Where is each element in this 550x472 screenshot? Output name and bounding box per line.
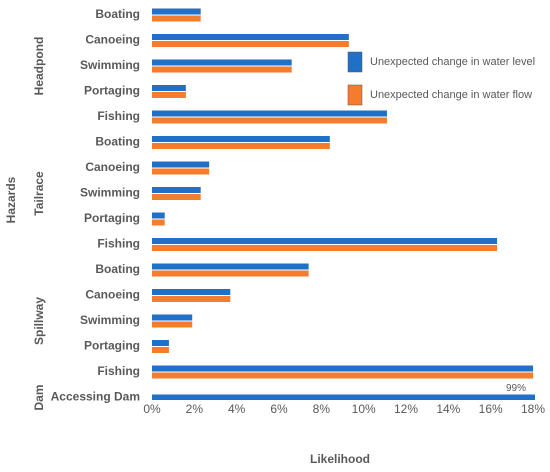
bar [152, 59, 292, 66]
bar [152, 314, 193, 321]
bar [152, 110, 387, 117]
x-tick-label: 8% [313, 402, 331, 416]
x-tick-label: 0% [143, 402, 161, 416]
legend-label: Unexpected change in water level [370, 56, 535, 68]
y-tick-label: Fishing [97, 237, 140, 251]
y-tick-label: Boating [95, 135, 140, 149]
bar [152, 212, 165, 219]
group-label: Headpond [32, 37, 46, 96]
bar [152, 245, 498, 251]
y-tick-label: Portaging [84, 211, 140, 225]
bar [152, 15, 201, 22]
x-axis-title: Likelihood [310, 452, 370, 466]
bar [152, 238, 498, 244]
x-tick-label: 2% [186, 402, 204, 416]
y-tick-label: Swimming [80, 186, 140, 200]
y-tick-label: Swimming [80, 58, 140, 72]
x-tick-label: 18% [521, 402, 545, 416]
y-tick-label: Portaging [84, 84, 140, 98]
bar [152, 66, 292, 73]
bar [152, 92, 186, 98]
bar [152, 168, 210, 175]
bar [152, 187, 201, 193]
plot-area [152, 8, 535, 400]
value-label: 99% [506, 383, 526, 394]
bar [152, 85, 186, 91]
bar [152, 321, 193, 328]
bar [152, 394, 535, 400]
bar [152, 289, 231, 295]
x-tick-label: 6% [270, 402, 288, 416]
bar [152, 194, 201, 200]
y-axis-title: Hazards [4, 176, 18, 223]
legend-swatch [347, 84, 363, 106]
bar [152, 270, 309, 277]
y-tick-label: Canoeing [85, 160, 140, 174]
group-label: Spillway [32, 297, 46, 345]
bar [152, 372, 533, 379]
bar [152, 136, 330, 142]
x-tick-label: 4% [228, 402, 246, 416]
y-tick-label: Canoeing [85, 33, 140, 47]
bar [152, 34, 349, 40]
y-tick-label: Fishing [97, 364, 140, 378]
group-label: Dam [32, 384, 46, 410]
group-label: Tailrace [32, 171, 46, 216]
bar [152, 219, 165, 226]
bar [152, 143, 330, 149]
bar [152, 263, 309, 270]
y-tick-label: Canoeing [85, 288, 140, 302]
bar [152, 41, 349, 47]
y-tick-label: Boating [95, 262, 140, 276]
x-tick-label: 10% [352, 402, 376, 416]
bar [152, 161, 210, 168]
bar [152, 347, 169, 353]
bar [152, 296, 231, 302]
bar [152, 365, 533, 372]
bar [152, 8, 201, 15]
bar [152, 117, 387, 124]
y-tick-label: Boating [95, 7, 140, 21]
x-tick-label: 12% [394, 402, 418, 416]
y-tick-label: Fishing [97, 109, 140, 123]
bar [152, 340, 169, 346]
x-tick-label: 16% [479, 402, 503, 416]
x-tick-label: 14% [436, 402, 460, 416]
y-tick-label: Portaging [84, 339, 140, 353]
legend-swatch [347, 51, 363, 73]
y-tick-label: Accessing Dam [51, 390, 140, 404]
legend-label: Unexpected change in water flow [370, 89, 532, 101]
y-tick-label: Swimming [80, 313, 140, 327]
